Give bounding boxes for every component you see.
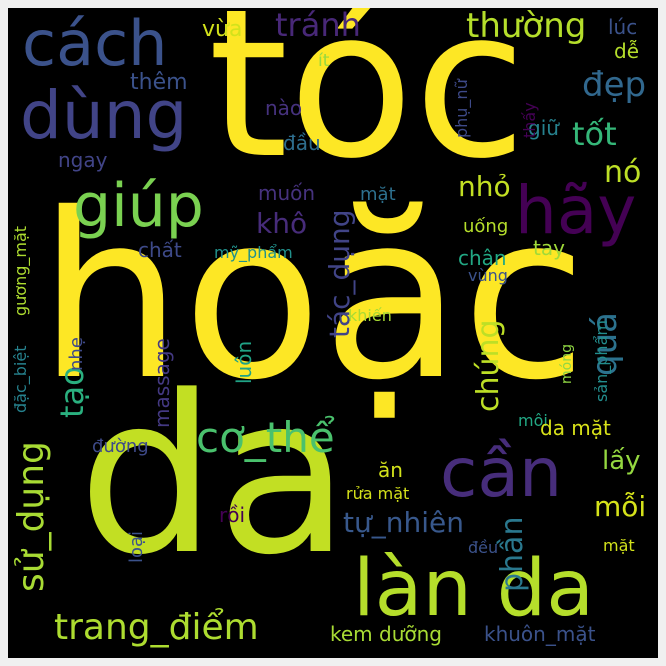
word-thuong: thường xyxy=(466,8,587,46)
word-rua-mat: rửa mặt xyxy=(346,484,410,503)
word-massage: massage xyxy=(150,338,174,428)
word-tao: tạo xyxy=(53,366,91,418)
word-tot: tốt xyxy=(572,115,617,153)
word-khuon-mat: khuôn_mặt xyxy=(484,622,596,646)
word-my-pham: mỹ_phẩm xyxy=(214,243,293,262)
word-giup: giúp xyxy=(73,171,204,241)
word-thay: thấy xyxy=(520,102,539,138)
word-da: da xyxy=(78,350,350,603)
word-san-pham: sản_phẩm xyxy=(592,320,611,402)
word-su-dung: sử_dụng xyxy=(11,441,52,592)
word-mat-right: mặt xyxy=(603,536,635,555)
word-mat-small: mặt xyxy=(360,184,396,205)
word-guong-mat: gương_mặt xyxy=(11,225,30,316)
word-kho: khô xyxy=(256,207,308,240)
word-no: nó xyxy=(604,155,642,190)
word-tranh: tránh xyxy=(275,8,361,44)
word-tac-dung: tác_dụng xyxy=(323,209,356,338)
word-muon: muốn xyxy=(258,181,316,205)
word-nhe: nhẹ xyxy=(66,337,87,371)
word-da-mat: da mặt xyxy=(540,416,611,440)
word-tay: tay xyxy=(533,236,565,260)
word-an: ăn xyxy=(378,458,403,482)
word-nao: nào xyxy=(265,96,303,120)
word-them: thêm xyxy=(130,70,188,95)
word-duong: đường xyxy=(92,436,149,457)
word-dung: dùng xyxy=(20,77,188,154)
word-kem-duong: kem dưỡng xyxy=(330,622,442,646)
word-tu-nhien: tự_nhiên xyxy=(343,506,464,539)
word-ngay: ngay xyxy=(58,148,108,172)
word-de: dễ xyxy=(614,39,639,63)
word-giu: giữ xyxy=(528,116,559,140)
word-chan: chân xyxy=(458,246,507,270)
word-moi: mỗi xyxy=(594,490,647,523)
word-dau: đầu xyxy=(283,131,321,155)
word-nho: nhỏ xyxy=(458,170,511,203)
word-vua: vừa xyxy=(202,17,243,42)
word-luc: lúc xyxy=(608,15,638,39)
word-dep: đẹp xyxy=(582,65,647,105)
word-khien: khiến xyxy=(348,306,392,325)
word-toc: tóc xyxy=(208,8,527,204)
word-it: ít xyxy=(318,51,330,71)
word-roi: rồi xyxy=(219,503,246,527)
word-phu-nu: phụ_nữ xyxy=(452,79,471,138)
word-mong: móng xyxy=(559,344,575,384)
word-trang-diem: trang_điểm xyxy=(54,607,259,648)
word-phan: phần xyxy=(495,516,530,592)
word-vung: vùng xyxy=(468,266,508,285)
word-dac-biet: đặc_biệt xyxy=(11,345,30,413)
word-chat: chất xyxy=(138,238,182,262)
word-hoac: hoặc xyxy=(38,164,588,430)
word-cloud: tóc hoặc da làn da cách dùng giúp hãy cầ… xyxy=(8,8,658,658)
word-hay: hãy xyxy=(515,172,637,249)
word-co-the: cơ_thể xyxy=(196,413,335,462)
word-moi-lip: môi xyxy=(518,411,548,430)
word-chung: chúng xyxy=(471,319,506,412)
word-cach: cách xyxy=(22,8,168,80)
word-luon: luôn xyxy=(232,340,256,384)
word-uong: uống xyxy=(463,216,509,237)
word-lan-da: làn da xyxy=(353,544,595,634)
word-lay: lấy xyxy=(602,446,641,476)
word-can: cần xyxy=(440,434,563,513)
word-loai: loại xyxy=(126,530,147,563)
word-deu: đều xyxy=(468,538,499,557)
